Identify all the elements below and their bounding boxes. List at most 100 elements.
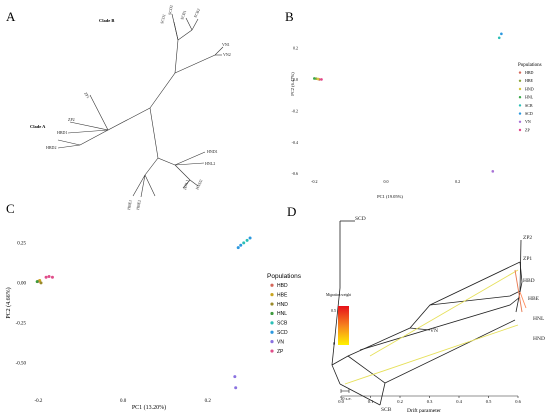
data-point-vn: [234, 386, 238, 390]
x-tick-label: 0.4: [456, 399, 462, 404]
y-tick-label: -0.4: [292, 140, 298, 145]
legend-title: Populations: [267, 273, 302, 280]
y-axis-label: PC2 (4.66%): [5, 287, 12, 318]
data-point-zp: [50, 275, 54, 279]
node-label-hbd: HBD: [523, 278, 535, 284]
panel-d: D Drift parameter 0.0 0.1 0.2 0.3 0.4 0.5 0.6: [287, 204, 545, 414]
data-point-vn: [491, 170, 495, 173]
y-tick-label: -0.25: [16, 321, 27, 326]
leaf-label-vn2: VN2: [223, 52, 231, 57]
legend-marker-hnd: [270, 302, 274, 306]
leaf-label-hbd1: HBD1: [57, 130, 67, 135]
data-point-scd: [236, 246, 240, 250]
legend-label-vn: VN: [525, 119, 531, 124]
panel-b: B PC1 (19.05%) PC2 (6.47%) -0.2 0.0 0.2 0.2…: [285, 9, 542, 199]
legend-label-scd: SCD: [525, 111, 533, 116]
panel-letter-a: A: [6, 9, 16, 24]
leaf-label-hnl2: HNL2: [205, 161, 215, 166]
x-tick-label: -0.2: [35, 399, 43, 404]
legend-label-vn: VN: [277, 339, 284, 345]
leaf-label-scd1: SCD1: [159, 14, 166, 25]
panel-c-legend: Populations HBD HBE HND HNL SCB SCD VN ZP: [267, 273, 302, 355]
panel-c-points: [35, 236, 252, 390]
panel-d-x-axis: Drift parameter 0.0 0.1 0.2 0.3 0.4 0.5 0.6: [338, 395, 522, 414]
node-label-scb: SCB: [381, 407, 392, 413]
data-point-hnl: [313, 77, 316, 80]
leaf-label-scb1: SCB1: [179, 10, 187, 21]
leaf-label-vn1: VN1: [222, 42, 230, 47]
scale-bar-label: 10 s.e.: [340, 396, 352, 401]
legend-marker-scb: [270, 321, 274, 325]
migration-edges: [344, 269, 527, 385]
scale-bar: 10 s.e.: [340, 389, 352, 401]
legend-marker-hnl: [518, 96, 522, 99]
leaf-label-hnd2: HND2: [194, 179, 203, 191]
node-label-scd: SCD: [355, 216, 366, 222]
x-tick-label: 0.2: [397, 399, 403, 404]
node-label-zp2: ZP2: [523, 235, 532, 241]
migration-min-label: 0: [333, 341, 335, 346]
data-point-vn: [233, 375, 237, 379]
data-point-scb: [497, 36, 501, 40]
legend-label-scb: SCB: [525, 103, 533, 108]
data-point-zp: [44, 275, 48, 279]
data-point-scd: [500, 32, 503, 36]
y-axis-label: PC2 (6.47%): [290, 72, 295, 96]
legend-label-hbe: HBE: [277, 292, 288, 298]
y-tick-label: -0.6: [292, 171, 298, 176]
y-tick-label: 0.2: [293, 46, 298, 51]
legend-marker-hbd: [270, 283, 274, 287]
leaf-label-scd2: SCD2: [167, 5, 174, 16]
data-point-scb: [245, 238, 249, 242]
data-point-hnl: [35, 280, 39, 284]
legend-marker-zp: [270, 349, 274, 353]
clade-a-label: Clade A: [30, 124, 46, 129]
leaf-label-hbe1: HBE1: [126, 199, 133, 210]
leaf-label-zp2: ZP2: [68, 117, 75, 122]
x-tick-label: 0.3: [427, 399, 433, 404]
legend-label-hnd: HND: [277, 302, 288, 308]
legend-label-scd: SCD: [277, 330, 288, 336]
node-label-hnl: HNL: [533, 316, 545, 322]
legend-label-hbd: HBD: [277, 283, 288, 289]
x-tick-label: 0.1: [368, 399, 374, 404]
data-point-hnd: [39, 281, 43, 285]
legend-marker-hbe: [518, 79, 522, 83]
panel-c-axes: PC1 (13.20%) PC2 (4.66%) -0.2 0.0 0.2 0.25 0…: [5, 241, 211, 411]
x-tick-label: 0.6: [515, 399, 521, 404]
legend-marker-scd: [518, 112, 522, 115]
drift-node-labels: SCD ZP2 ZP1 HBD HBE HNL HND VN SCB: [355, 216, 545, 413]
x-tick-label: 0.2: [205, 399, 212, 404]
data-point-scd: [239, 243, 243, 247]
node-label-hnd: HND: [533, 336, 545, 342]
leaf-label-hbe2: HBE2: [135, 199, 142, 210]
x-tick-label: 0.0: [120, 399, 127, 404]
data-point-scb: [242, 241, 246, 245]
tree-leaf-labels: SCD1 SCD2 SCB1 SCB2 VN1 VN2 ZP1 ZP2 HBD1…: [46, 5, 231, 211]
leaf-label-hnd1: HND1: [207, 149, 218, 154]
legend-marker-hbe: [270, 293, 274, 297]
data-point-zp: [47, 274, 51, 278]
x-axis-label: PC1 (13.20%): [132, 404, 166, 411]
legend-marker-scd: [270, 330, 274, 334]
legend-label-hnd: HND: [525, 86, 534, 91]
panel-letter-d: D: [287, 204, 296, 219]
drift-tree: [331, 220, 523, 406]
leaf-label-hnl1: HNL1: [182, 179, 189, 190]
panel-letter-b: B: [285, 9, 294, 24]
legend-marker-hnd: [518, 87, 522, 91]
y-tick-label: 0.00: [17, 281, 26, 286]
panel-c: C PC1 (13.20%) PC2 (4.66%) -0.2 0.0 0.2 0.2…: [5, 201, 302, 411]
legend-label-hnl: HNL: [525, 95, 534, 100]
y-tick-label: 0.0: [293, 77, 298, 82]
panel-b-points: [313, 32, 503, 173]
migration-weight-legend: Migration weight 0.5 0: [326, 293, 351, 346]
legend-marker-hbd: [518, 71, 522, 74]
node-label-vn: VN: [430, 328, 438, 334]
node-label-hbe: HBE: [528, 296, 540, 302]
leaf-label-scb2: SCB2: [192, 8, 201, 19]
legend-label-scb: SCB: [277, 321, 288, 327]
data-point-zp: [320, 78, 323, 81]
legend-label-hbe: HBE: [525, 78, 534, 83]
